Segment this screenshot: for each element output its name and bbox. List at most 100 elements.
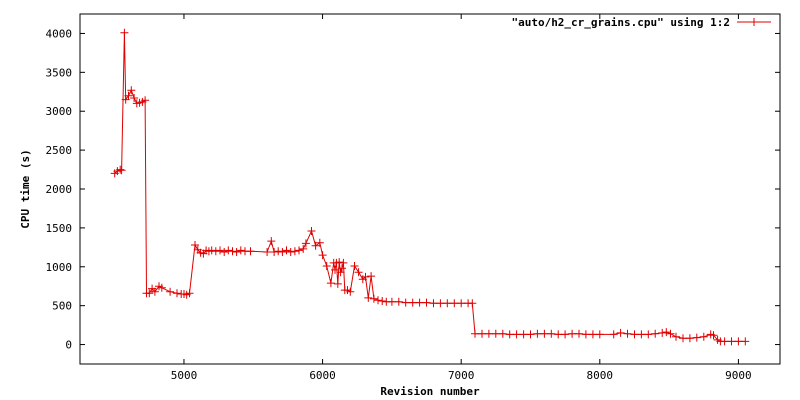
data-point [484,329,493,338]
y-tick-label: 4000 [46,27,73,40]
data-point [547,329,556,338]
data-point [623,329,632,338]
data-point [270,248,279,256]
data-point [498,329,507,338]
series-group [110,28,750,346]
data-point [662,328,671,337]
data-point [637,330,646,339]
data-point [415,298,424,307]
data-point [117,166,126,175]
y-tick-label: 0 [65,339,72,352]
data-point [173,289,181,298]
data-point [367,272,376,281]
data-point [224,246,233,255]
data-point [709,331,718,340]
data-point [369,294,378,303]
data-point [336,268,345,277]
data-point [575,329,583,338]
y-tick-label: 1000 [46,261,73,274]
data-point [568,329,577,338]
data-point [282,246,291,255]
data-point [311,241,320,250]
x-tick-label: 8000 [587,369,614,382]
data-point [519,330,528,339]
data-point [301,239,310,248]
data-point [299,244,308,253]
x-tick-label: 7000 [448,369,475,382]
data-point [220,248,229,256]
data-point [554,330,563,339]
data-point [450,299,459,308]
data-point [741,337,750,346]
data-point [315,238,324,247]
data-point [246,247,255,256]
data-point [338,264,346,273]
data-point [278,248,287,256]
data-point [526,330,535,339]
legend: "auto/h2_cr_grains.cpu" using 1:2 [511,16,771,29]
tick-group: 5000 6000 7000 8000 9000 0 500 1000 1500 2000 2500… [46,14,780,382]
data-point [699,332,708,341]
data-point [457,299,466,308]
data-point [185,289,194,298]
data-point [540,329,549,338]
x-axis-label: Revision number [380,385,480,398]
data-point [295,246,303,255]
data-point [120,28,129,37]
data-point [581,330,590,339]
data-point [588,330,597,339]
data-point [166,287,175,296]
data-point [127,86,136,95]
data-point [422,298,431,307]
y-tick-label: 500 [52,300,72,313]
data-point [145,289,154,298]
data-point [387,297,396,306]
x-tick-label: 6000 [309,369,336,382]
data-point [408,298,417,307]
data-point [236,246,245,255]
data-point [364,293,373,302]
data-point [346,287,355,296]
data-point [290,247,299,256]
data-point [322,262,331,270]
data-point [658,328,667,337]
data-point [267,237,276,246]
data-point [335,258,344,267]
data-point [354,268,363,277]
data-point [468,299,477,308]
data-point [533,329,542,338]
data-point [720,337,729,346]
data-point [679,334,687,343]
data-point [512,330,521,339]
data-point [685,334,694,343]
x-tick-label: 5000 [171,369,198,382]
x-tick-label: 9000 [725,369,752,382]
data-point [339,258,348,267]
data-point [429,299,438,308]
data-point [274,247,283,256]
data-point [331,265,339,274]
data-point [727,337,736,346]
data-point [228,247,237,256]
data-point [672,332,680,341]
legend-marker [750,18,758,26]
data-point [157,283,166,292]
data-point [350,262,359,270]
data-point [263,248,272,256]
data-point [207,246,216,255]
data-point [232,248,241,256]
y-tick-label: 1500 [46,222,73,235]
data-point [286,248,295,256]
plot-frame [79,13,781,365]
data-point [595,330,604,339]
y-tick-label: 2000 [46,183,73,196]
y-tick-label: 3000 [46,105,73,118]
data-point [505,330,514,339]
data-point [216,246,224,255]
data-point [378,297,387,305]
data-point [401,298,410,307]
data-point [124,91,133,100]
data-point [561,330,570,339]
data-point [318,251,327,260]
